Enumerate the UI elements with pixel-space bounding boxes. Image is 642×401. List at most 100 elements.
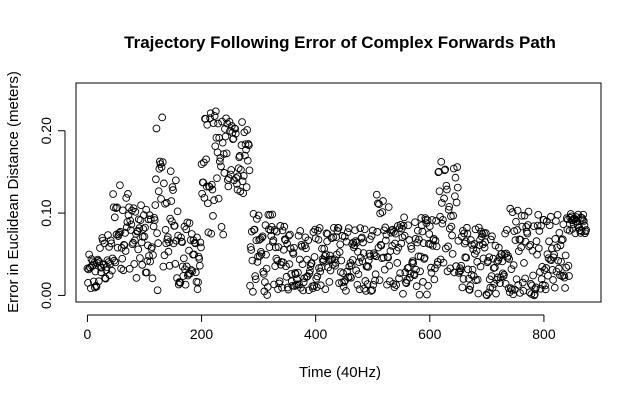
data-point	[294, 231, 303, 240]
data-point	[437, 157, 446, 166]
data-point	[202, 155, 210, 164]
data-point	[400, 231, 409, 240]
data-point	[540, 266, 549, 274]
data-point	[162, 198, 171, 207]
data-point	[398, 233, 407, 242]
data-point	[169, 186, 177, 194]
data-point	[501, 279, 510, 288]
data-point	[217, 162, 225, 171]
data-point	[488, 283, 497, 292]
data-point	[121, 247, 130, 255]
data-point	[481, 229, 490, 237]
data-point	[144, 215, 153, 224]
data-point	[428, 216, 436, 224]
data-point	[249, 287, 257, 296]
data-point	[411, 234, 420, 243]
data-point	[431, 264, 439, 273]
data-point	[549, 276, 557, 284]
data-point	[558, 235, 567, 244]
data-point	[488, 232, 496, 241]
data-point	[145, 252, 153, 260]
data-point	[198, 189, 206, 198]
data-point	[118, 206, 127, 215]
data-point	[562, 263, 571, 272]
data-point	[206, 109, 215, 118]
y-tick-label: 0.10	[38, 199, 54, 226]
data-point	[524, 207, 533, 216]
data-point	[358, 233, 366, 242]
data-point	[363, 262, 371, 270]
data-point	[580, 217, 588, 225]
data-point	[419, 278, 427, 286]
data-point	[505, 255, 513, 263]
data-point	[235, 152, 244, 160]
data-point	[303, 255, 311, 264]
data-point	[191, 268, 200, 277]
data-point	[469, 245, 478, 254]
data-point	[564, 261, 573, 270]
data-point	[230, 124, 239, 133]
data-point	[219, 150, 228, 158]
data-point	[431, 236, 440, 245]
data-point	[368, 226, 377, 235]
data-point	[197, 160, 206, 169]
data-point	[412, 265, 420, 274]
data-point	[194, 278, 202, 287]
data-point	[122, 194, 131, 202]
data-point	[187, 266, 196, 274]
data-point	[516, 235, 525, 244]
data-point	[218, 138, 227, 147]
data-point	[168, 183, 177, 191]
data-point	[344, 224, 353, 232]
data-point	[215, 157, 224, 166]
data-point	[396, 269, 404, 278]
data-point	[484, 257, 492, 265]
data-point	[511, 236, 520, 244]
data-point	[517, 243, 525, 252]
data-point	[246, 243, 255, 251]
data-point	[326, 251, 334, 260]
data-point	[117, 264, 125, 273]
data-point	[347, 261, 356, 270]
data-point	[551, 235, 560, 243]
data-point	[142, 268, 151, 277]
data-point	[537, 275, 546, 283]
data-point	[456, 266, 465, 275]
data-point	[578, 216, 587, 224]
data-point	[168, 217, 176, 226]
x-tick-label: 800	[532, 326, 556, 342]
data-point	[545, 237, 553, 246]
data-point	[120, 241, 129, 250]
data-point	[171, 260, 180, 268]
data-point	[305, 269, 314, 278]
data-point	[542, 264, 551, 272]
data-point	[501, 229, 509, 238]
data-point	[164, 233, 172, 241]
data-point	[152, 175, 160, 184]
data-point	[95, 258, 104, 266]
data-point	[342, 286, 350, 295]
data-point	[496, 279, 504, 287]
data-point	[514, 247, 523, 256]
data-point	[382, 236, 390, 245]
data-point	[97, 268, 105, 277]
data-point	[227, 166, 236, 174]
data-point	[219, 230, 228, 239]
data-point	[532, 283, 540, 292]
data-point	[485, 253, 494, 262]
data-point	[110, 256, 119, 265]
data-point	[157, 195, 165, 203]
data-point	[225, 174, 233, 182]
data-point	[388, 225, 397, 234]
data-point	[190, 250, 198, 259]
data-point	[172, 176, 180, 185]
data-point	[289, 250, 298, 258]
data-point	[475, 223, 483, 232]
data-point	[441, 165, 450, 174]
data-point	[152, 124, 161, 133]
data-point	[418, 227, 427, 236]
data-point	[416, 267, 424, 276]
data-point	[363, 280, 372, 288]
data-point	[207, 180, 216, 189]
data-point	[131, 207, 140, 216]
